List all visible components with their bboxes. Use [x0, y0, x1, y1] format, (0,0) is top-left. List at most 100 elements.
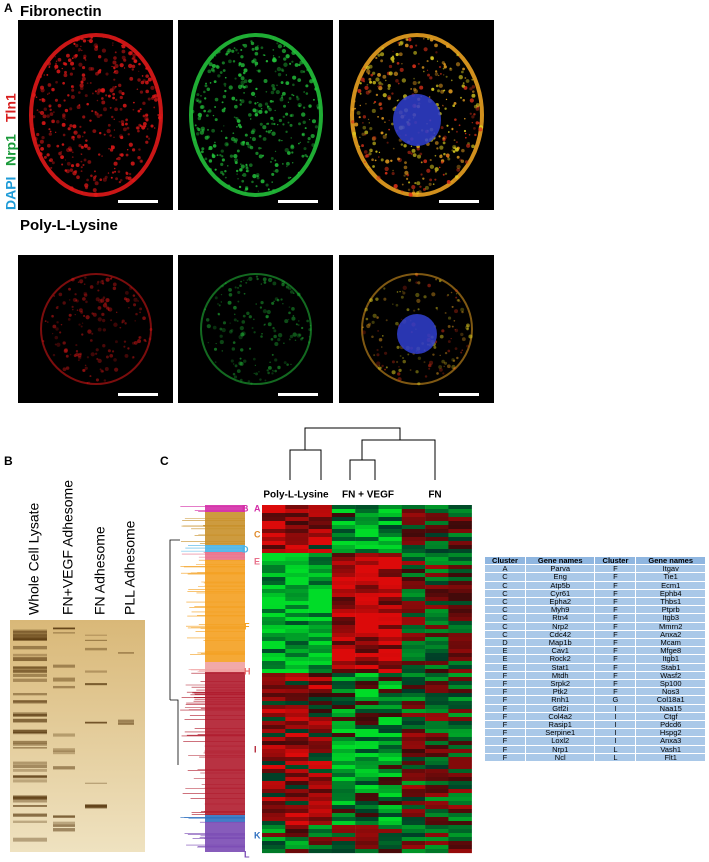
heatmap-cell [448, 669, 472, 674]
heatmap-cell [331, 673, 356, 678]
speckle [123, 67, 126, 69]
heatmap-cell [355, 593, 379, 598]
heatmap-cell [331, 513, 356, 518]
heatmap-cell [331, 813, 356, 818]
speckle [112, 92, 116, 96]
speckle [85, 59, 87, 61]
speckle [383, 297, 387, 301]
speckle [64, 169, 68, 172]
heatmap-cell [331, 777, 356, 782]
speckle [447, 325, 451, 328]
heatmap-cell [285, 777, 309, 782]
heatmap-cell [355, 833, 379, 838]
speckle [274, 169, 279, 173]
heatmap-cell [401, 637, 426, 642]
speckle [263, 281, 267, 284]
speckle [80, 153, 82, 155]
heatmap-cell [401, 733, 426, 738]
heatmap-cell [378, 833, 402, 838]
speckle [207, 128, 209, 131]
speckle [375, 150, 378, 153]
speckle [382, 93, 387, 98]
heatmap-cell [285, 557, 309, 562]
speckle [241, 331, 246, 336]
speckle [142, 316, 146, 321]
speckle [413, 89, 418, 94]
speckle [314, 87, 318, 91]
speckle [463, 129, 467, 133]
speckle [54, 56, 56, 58]
speckle [412, 189, 415, 191]
speckle [473, 127, 476, 130]
speckle [283, 62, 288, 67]
speckle [423, 47, 428, 52]
speckle [199, 101, 201, 103]
speckle [193, 138, 196, 141]
speckle [102, 344, 106, 348]
speckle [387, 84, 391, 88]
speckle [361, 326, 364, 329]
speckle [221, 155, 224, 158]
heatmap-cell [285, 653, 309, 658]
gel-band [13, 669, 47, 673]
speckle [401, 183, 404, 186]
speckle [158, 97, 160, 100]
heatmap-cell [285, 709, 309, 714]
speckle [261, 332, 263, 335]
speckle [296, 97, 300, 101]
heatmap-cell [425, 749, 449, 754]
heatmap-cell [355, 781, 379, 786]
speckle [61, 67, 64, 70]
gel-band [53, 733, 75, 737]
speckle [378, 85, 383, 91]
speckle [220, 162, 224, 166]
speckle [377, 366, 382, 370]
speckle [250, 41, 255, 46]
speckle [426, 69, 429, 71]
heatmap-cell [378, 653, 402, 658]
heatmap-cell [448, 709, 472, 714]
heatmap-cell [355, 505, 379, 510]
speckle [412, 153, 417, 157]
heatmap-cell [425, 541, 449, 546]
heatmap-cell [355, 745, 379, 750]
speckle [234, 161, 238, 165]
heatmap-cell [425, 681, 449, 686]
heatmap-cell [448, 841, 472, 846]
speckle [255, 185, 258, 188]
heatmap-cell [448, 673, 472, 678]
speckle [285, 74, 288, 76]
speckle [204, 157, 208, 161]
speckle [76, 175, 80, 180]
speckle [372, 80, 376, 85]
speckle [381, 335, 384, 337]
heatmap-cell [448, 509, 472, 514]
heatmap-cell [355, 821, 379, 826]
speckle [398, 44, 401, 46]
speckle [366, 323, 371, 329]
speckle [275, 89, 280, 95]
heatmap-cell [378, 677, 402, 682]
speckle [219, 340, 224, 345]
speckle [446, 364, 451, 369]
speckle [291, 60, 294, 63]
speckle [101, 48, 107, 53]
table-row: C Eng F Tie1 [484, 572, 706, 582]
speckle [196, 126, 199, 130]
speckle [352, 131, 357, 136]
condition-title: Fibronectin [20, 3, 102, 20]
speckle [369, 127, 373, 131]
speckle [114, 51, 117, 54]
heatmap-cell [285, 553, 309, 558]
heatmap-cell [448, 745, 472, 750]
speckle [221, 350, 224, 352]
speckle [274, 369, 277, 373]
heatmap-cell [378, 769, 402, 774]
speckle [317, 98, 320, 101]
speckle [72, 297, 78, 303]
speckle [385, 159, 390, 164]
speckle [78, 50, 80, 52]
speckle [381, 346, 383, 348]
speckle [353, 134, 356, 138]
speckle [403, 165, 408, 170]
